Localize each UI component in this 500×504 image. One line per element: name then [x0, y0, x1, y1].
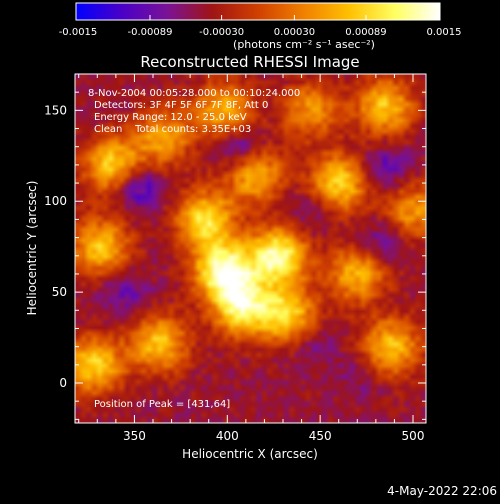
colorbar-ticks	[75, 15, 441, 20]
plot-frame	[74, 73, 427, 424]
heatmap-image	[75, 74, 426, 423]
x-tick-label: 400	[216, 429, 239, 443]
x-tick-label: 350	[123, 429, 146, 443]
y-axis: 0 50 100 150	[44, 73, 426, 420]
heatmap-raster	[75, 74, 426, 423]
x-tick-label: 500	[402, 429, 425, 443]
y-tick-label: 150	[44, 103, 67, 117]
colorbar-tick-label: 0.0015	[427, 27, 462, 38]
annotation-peak-position: Position of Peak = [431,64]	[94, 399, 230, 410]
annotation-clean-counts: Clean Total counts: 3.35E+03	[94, 124, 251, 135]
colorbar-units: (photons cm⁻² s⁻¹ asec⁻²)	[233, 38, 375, 51]
x-axis: 350 400 450 500	[78, 74, 425, 443]
annotation-time-range: 8-Nov-2004 00:05:28.000 to 00:10:24.000	[88, 88, 300, 99]
y-tick-label: 50	[52, 285, 67, 299]
y-axis-label: Heliocentric Y (arcsec)	[25, 181, 39, 316]
annotation-detectors: Detectors: 3F 4F 5F 6F 7F 8F, Att 0	[94, 100, 268, 111]
colorbar-tick-label: -0.00089	[128, 27, 173, 38]
annotation-energy-range: Energy Range: 12.0 - 25.0 keV	[94, 112, 247, 123]
colorbar-tick-label: -0.00030	[199, 27, 244, 38]
chart-title: Reconstructed RHESSI Image	[140, 53, 359, 71]
colorbar-tick-label: 0.00089	[345, 27, 386, 38]
y-tick-label: 100	[44, 194, 67, 208]
colorbar-tick-label: -0.0015	[59, 27, 98, 38]
colorbar-tick-label: 0.00030	[274, 27, 315, 38]
annotation-block: 8-Nov-2004 00:05:28.000 to 00:10:24.000 …	[88, 88, 300, 410]
x-tick-label: 450	[309, 429, 332, 443]
colorbar-tick-labels: -0.0015 -0.00089 -0.00030 0.00030 0.00089 0.0…	[59, 27, 462, 38]
colorbar	[75, 2, 441, 21]
footer-timestamp: 4-May-2022 22:06	[387, 484, 497, 498]
x-axis-label: Heliocentric X (arcsec)	[182, 447, 318, 461]
y-tick-label: 0	[59, 376, 67, 390]
